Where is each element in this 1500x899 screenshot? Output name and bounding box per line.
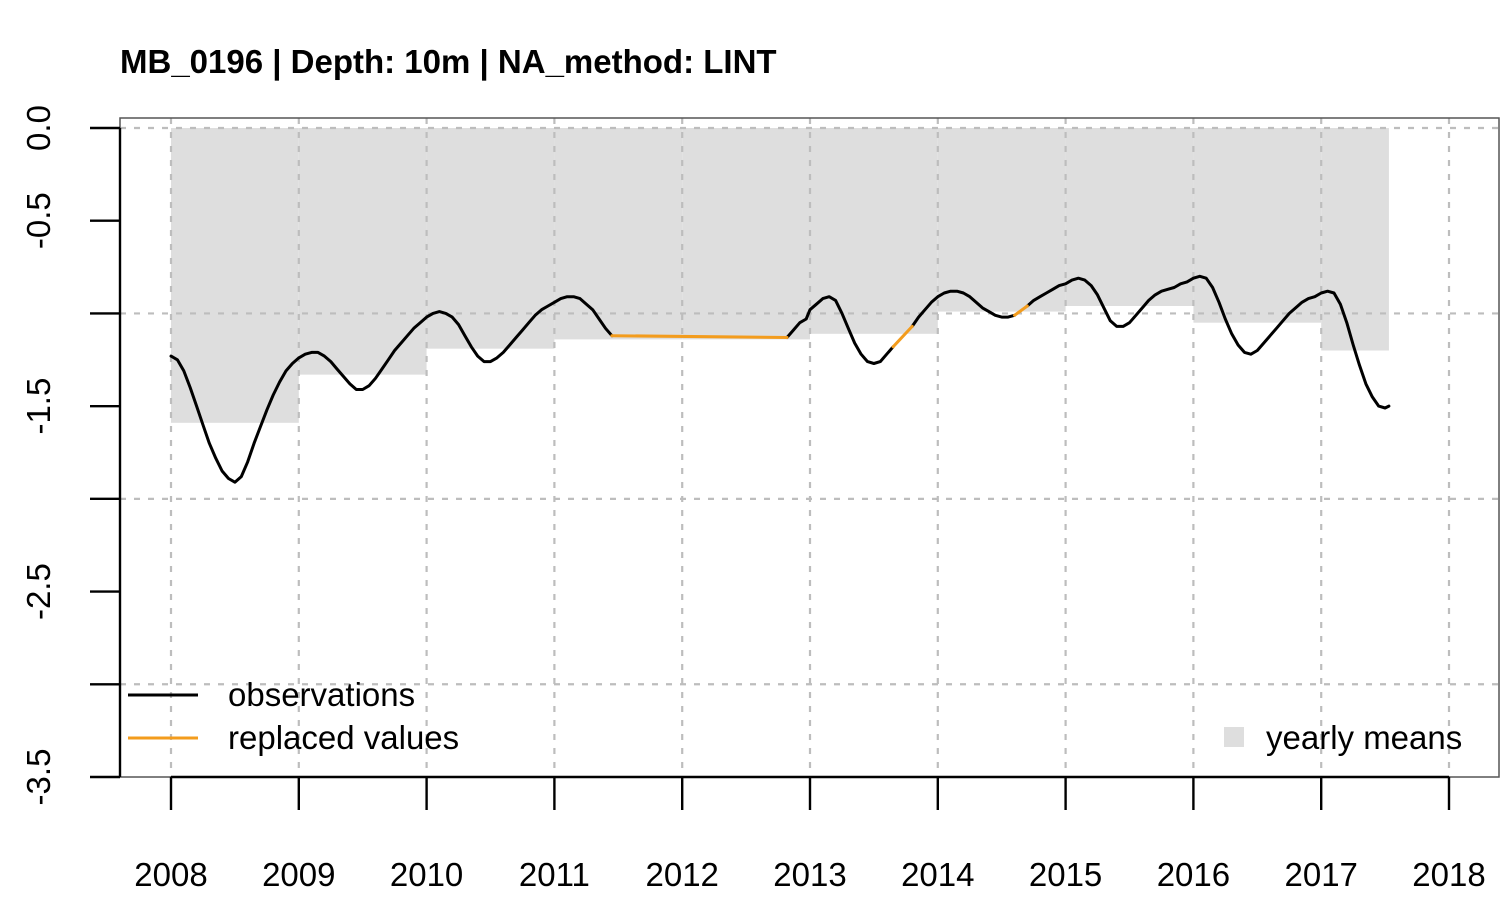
legend-label-observations: observations (228, 676, 415, 713)
yearly-mean-bar (810, 128, 938, 334)
observations-line (1025, 274, 1391, 410)
gridlines (120, 118, 1499, 777)
observations-line (910, 289, 1016, 328)
legend-label-yearly-means: yearly means (1266, 719, 1462, 756)
x-tick-label: 2014 (901, 856, 974, 893)
x-tick-label: 2018 (1412, 856, 1485, 893)
axes: 0.0 -0.5 -1.5 -2.5 -3.5 2008 2009 2010 2011 2012 2… (20, 105, 1486, 893)
x-tick-label: 2009 (262, 856, 335, 893)
yearly-mean-bar (554, 128, 683, 340)
yearly-mean-bar (682, 128, 810, 340)
x-tick-label: 2017 (1284, 856, 1357, 893)
yearly-mean-bar (1065, 128, 1194, 307)
x-tick-label: 2016 (1157, 856, 1230, 893)
observations-line (169, 295, 614, 484)
x-tick-label: 2008 (134, 856, 207, 893)
x-tick-label: 2011 (519, 856, 590, 893)
yearly-mean-bar (937, 128, 1066, 312)
y-tick-label: -0.5 (20, 192, 57, 249)
y-tick-label: 0.0 (20, 105, 57, 151)
x-tick-label: 2013 (773, 856, 846, 893)
yearly-mean-bar (426, 128, 555, 349)
replaced-values-line (891, 324, 914, 349)
yearly-means-bars (171, 128, 1389, 423)
y-tick-label: -3.5 (20, 749, 57, 806)
replaced-values-line (1013, 304, 1029, 317)
y-tick-label: -2.5 (20, 563, 57, 620)
yearly-mean-bar (1193, 128, 1322, 323)
legend: observations replaced values yearly means (128, 676, 1462, 756)
yearly-mean-bar (298, 128, 427, 375)
yearly-mean-bar (1321, 128, 1389, 351)
replaced-values-line (610, 334, 789, 339)
x-tick-label: 2015 (1029, 856, 1102, 893)
y-tick-label: -1.5 (20, 378, 57, 435)
yearly-mean-bar (171, 128, 299, 423)
series-lines (169, 274, 1391, 484)
x-tick-label: 2010 (390, 856, 463, 893)
chart-title: MB_0196 | Depth: 10m | NA_method: LINT (120, 43, 777, 80)
legend-label-replaced-values: replaced values (228, 719, 459, 756)
legend-swatch-yearly-means (1224, 727, 1244, 747)
x-tick-label: 2012 (645, 856, 718, 893)
observations-line (785, 295, 895, 365)
